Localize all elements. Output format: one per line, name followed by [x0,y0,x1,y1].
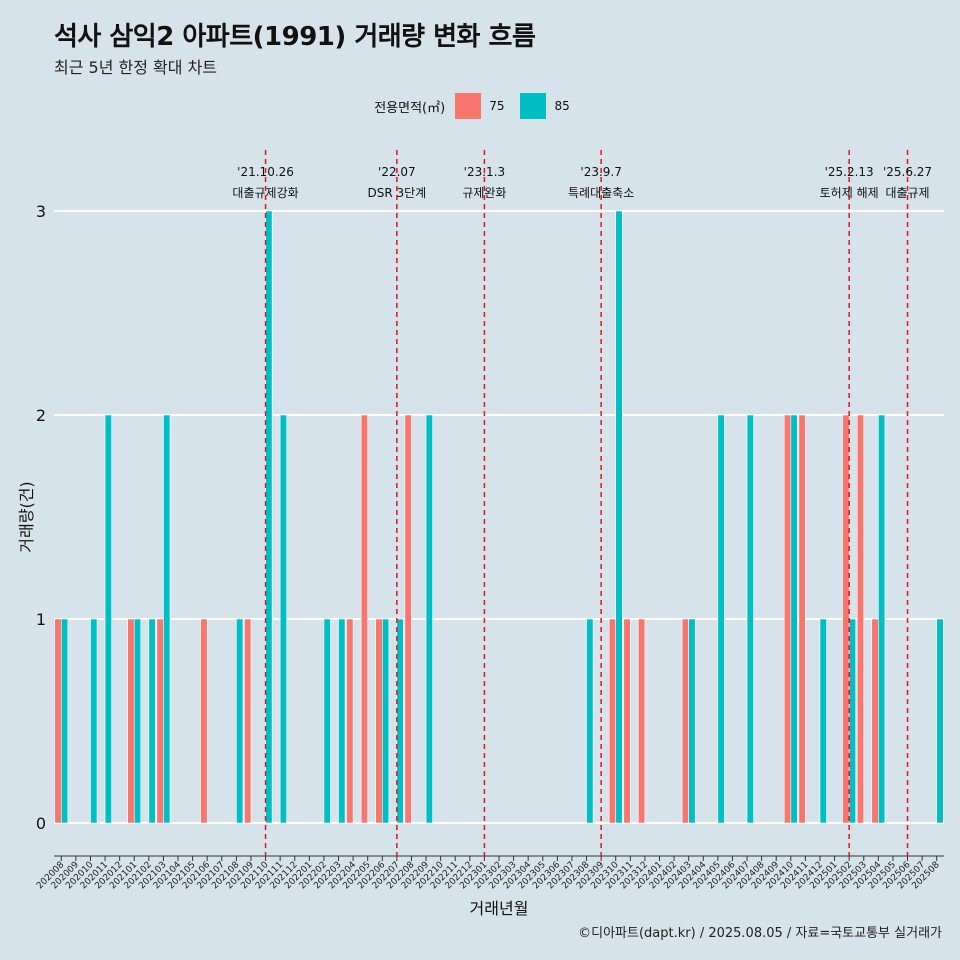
bar-75-202103 [156,618,164,824]
event-label-1: 대출규제강화 [232,186,298,200]
bar-75-202101 [127,618,135,824]
bar-85-202110 [265,210,273,824]
bar-75-202204 [346,618,354,824]
chart-subtitle: 최근 5년 한정 확대 차트 [54,58,218,77]
bar-85-202502 [848,618,857,824]
y-tick-label-2: 2 [36,406,46,425]
bar-75-202208 [404,414,412,824]
bar-75-202411 [798,414,806,824]
bar-85-202202 [323,618,331,824]
event-date-5: '25.2.13 [825,165,874,179]
event-date-4: '23.9.7 [580,165,621,179]
bar-85-202407 [746,414,754,824]
legend-label-75: 75 [489,99,505,113]
legend-title: 전용면적(㎡) [374,100,446,116]
legend-swatch-75 [455,93,482,119]
event-label-6: 대출규제 [885,186,929,200]
event-label-2: DSR 3단계 [368,186,427,200]
event-date-6: '25.6.27 [883,165,932,179]
bar-75-202106 [200,618,208,824]
bar-85-202207 [396,618,404,824]
bar-75-202310 [608,618,617,824]
bar-85-202011 [104,414,112,824]
bar-85-202405 [717,414,725,824]
bar-85-202203 [338,618,346,824]
y-tick-label-3: 3 [36,202,46,221]
legend-swatch-85 [520,93,547,119]
bar-85-202412 [819,618,827,824]
bar-85-202101 [133,618,142,824]
chart-title: 석사 삼익2 아파트(1991) 거래량 변화 흐름 [54,22,536,52]
bar-75-202503 [856,414,865,824]
legend-label-85: 85 [554,99,570,113]
source-caption: ©디아파트(dapt.kr) / 2025.08.05 / 자료=국토교통부 실… [578,926,942,941]
event-date-2: '22.07 [378,165,416,179]
y-axis-title: 거래량(건) [17,481,36,552]
bar-75-202312 [638,618,646,824]
bar-75-202410 [783,414,792,824]
event-label-5: 토허제 해제 [820,186,879,200]
bar-75-202504 [871,618,879,824]
bar-85-202508 [936,618,944,824]
bar-75-202311 [623,618,631,824]
bar-75-202008 [54,618,62,824]
bar-75-202502 [842,414,850,824]
bar-85-202206 [381,618,390,824]
bar-85-202504 [878,414,886,824]
bar-85-202108 [236,618,244,824]
bar-85-202010 [90,618,98,824]
bar-85-202103 [163,414,171,824]
bar-85-202410 [790,414,798,824]
event-date-3: '23.1.3 [464,165,505,179]
bar-85-202008 [60,618,69,824]
x-axis-title: 거래년월 [470,899,529,918]
bar-85-202403 [688,618,696,824]
bar-85-202102 [148,618,156,824]
bar-85-202111 [279,414,288,824]
y-tick-label-0: 0 [36,814,46,833]
event-label-3: 규제완화 [462,186,506,200]
event-label-4: 특례대출축소 [568,186,634,200]
legend: 전용면적(㎡) 75 85 [0,93,960,119]
bar-85-202308 [586,618,594,824]
bar-85-202310 [615,210,623,824]
bar-85-202209 [425,414,433,824]
bar-75-202403 [681,618,689,824]
bar-75-202206 [375,618,383,824]
y-tick-label-1: 1 [36,610,46,629]
bar-75-202205 [360,414,368,824]
bar-75-202109 [244,618,252,824]
event-date-1: '21.10.26 [237,165,294,179]
